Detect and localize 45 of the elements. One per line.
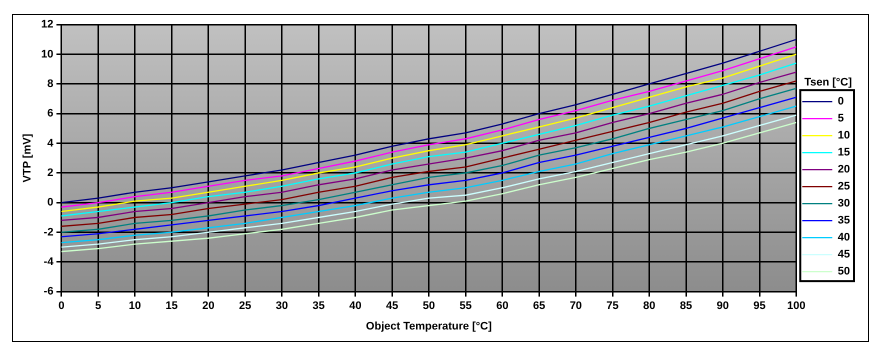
x-axis-title: Object Temperature [°C] bbox=[366, 320, 492, 332]
legend-label: 20 bbox=[838, 164, 850, 176]
legend-label: 45 bbox=[838, 248, 850, 261]
legend-title: Tsen [°C] bbox=[804, 76, 852, 88]
y-tick-label: -6 bbox=[44, 286, 54, 298]
x-tick-label: 35 bbox=[312, 300, 325, 312]
y-tick-label: 0 bbox=[47, 196, 54, 209]
legend-label: 35 bbox=[838, 214, 850, 227]
x-tick-label: 95 bbox=[753, 300, 766, 312]
y-axis-title: VTP [mV] bbox=[22, 133, 34, 182]
x-tick-label: 10 bbox=[128, 300, 142, 312]
x-tick-label: 0 bbox=[58, 300, 64, 312]
x-tick-label: 75 bbox=[606, 300, 619, 312]
x-tick-label: 60 bbox=[496, 300, 508, 312]
y-tick-label: 2 bbox=[47, 166, 54, 179]
legend-label: 0 bbox=[838, 96, 844, 108]
x-tick-label: 20 bbox=[202, 300, 215, 312]
legend-label: 40 bbox=[838, 232, 850, 244]
x-tick-label: 90 bbox=[716, 300, 729, 312]
x-tick-label: 80 bbox=[643, 300, 656, 312]
x-tick-label: 100 bbox=[787, 300, 806, 312]
x-tick-label: 25 bbox=[239, 300, 252, 312]
y-tick-label: 12 bbox=[41, 18, 54, 31]
legend-label: 10 bbox=[838, 130, 850, 142]
x-tick-label: 55 bbox=[459, 300, 472, 312]
x-tick-label: 50 bbox=[422, 300, 435, 312]
y-tick-label: -4 bbox=[44, 256, 54, 268]
x-tick-label: 85 bbox=[680, 300, 692, 312]
legend-label: 25 bbox=[838, 180, 850, 193]
y-tick-label: 4 bbox=[47, 137, 54, 150]
y-tick-label: 8 bbox=[47, 78, 54, 90]
legend-label: 30 bbox=[838, 198, 850, 210]
x-tick-label: 15 bbox=[166, 300, 178, 312]
y-tick-label: 6 bbox=[47, 108, 54, 120]
legend-label: 5 bbox=[838, 112, 844, 125]
legend-label: 15 bbox=[838, 146, 850, 159]
x-tick-label: 5 bbox=[95, 300, 102, 312]
x-tick-label: 45 bbox=[386, 300, 398, 312]
x-tick-label: 65 bbox=[532, 300, 546, 312]
y-tick-label: -2 bbox=[44, 226, 54, 238]
legend-label: 50 bbox=[838, 266, 850, 278]
x-tick-label: 70 bbox=[570, 300, 582, 312]
x-tick-label: 40 bbox=[349, 300, 362, 312]
y-tick-label: 10 bbox=[41, 48, 54, 60]
x-tick-label: 30 bbox=[276, 300, 288, 312]
